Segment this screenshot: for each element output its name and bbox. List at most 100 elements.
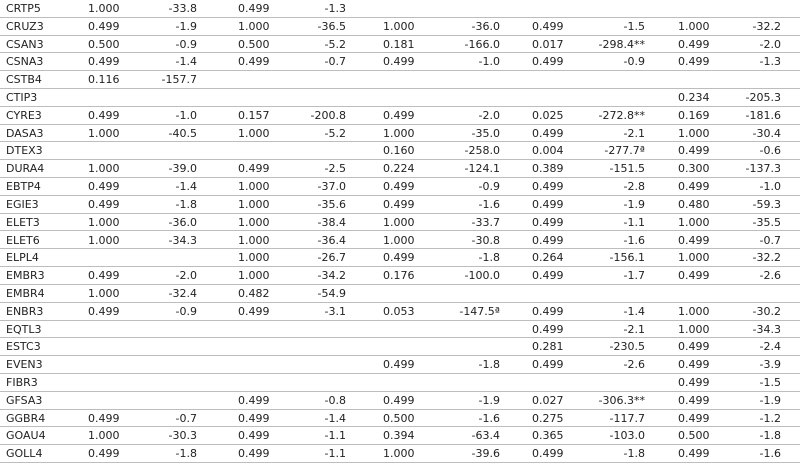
value-cell: 1.000 (678, 322, 710, 336)
value-cell: -258.0 (464, 144, 500, 158)
table-row: CSAN3 0.500 -0.9 0.500 -5.2 0.181 -166.0 0.017 -… (0, 36, 800, 54)
table-row: ESTC3 0.281 -230.5 0.499 -2.4 (0, 338, 800, 357)
value-cell: 0.480 (678, 197, 710, 211)
table-row: EVEN3 0.499 -1.8 0.499 -2.6 0.499 -3.9 (0, 356, 800, 374)
value-cell: -3.9 (759, 358, 781, 372)
value-cell: -1.0 (175, 108, 197, 122)
value-cell: -30.3 (168, 429, 197, 443)
value-cell: 1.000 (88, 233, 120, 247)
value-cell: -0.7 (759, 233, 781, 247)
ticker-cell: DTEX3 (6, 144, 43, 158)
value-cell: -1.8 (175, 197, 197, 211)
value-cell: 0.500 (678, 429, 710, 443)
value-cell: 0.300 (678, 162, 710, 176)
table-row: DASA3 1.000 -40.5 1.000 -5.2 1.000 -35.0 0.499 -… (0, 125, 800, 143)
value-cell: 0.499 (678, 37, 710, 51)
value-cell: -1.7 (623, 269, 645, 283)
value-cell: 1.000 (678, 126, 710, 140)
value-cell: 1.000 (238, 180, 270, 194)
value-cell: 0.499 (532, 447, 564, 461)
value-cell: 0.499 (532, 197, 564, 211)
ticker-cell: DURA4 (6, 162, 45, 176)
value-cell: -36.5 (317, 19, 346, 33)
value-cell: -1.1 (324, 447, 346, 461)
value-cell: 1.000 (238, 19, 270, 33)
value-cell: -2.6 (623, 358, 645, 372)
value-cell: -1.9 (478, 393, 500, 407)
value-cell: 0.499 (383, 393, 415, 407)
value-cell: 0.025 (532, 108, 564, 122)
ticker-cell: EMBR3 (6, 269, 45, 283)
value-cell: -36.0 (471, 19, 500, 33)
value-cell: 1.000 (238, 233, 270, 247)
value-cell: -1.9 (175, 19, 197, 33)
table-row: DTEX3 0.160 -258.0 0.004 -277.7ª 0.499 -0.6 (0, 142, 800, 161)
value-cell: -0.7 (324, 55, 346, 69)
value-cell: -1.3 (759, 55, 781, 69)
value-cell: -59.3 (752, 197, 781, 211)
value-cell: 0.499 (88, 269, 120, 283)
table-row: DURA4 1.000 -39.0 0.499 -2.5 0.224 -124.1 0.389… (0, 160, 800, 179)
value-cell: 0.181 (383, 37, 415, 51)
table-row: CSNA3 0.499 -1.4 0.499 -0.7 0.499 -1.0 0.499 -0.… (0, 53, 800, 72)
value-cell: -0.9 (478, 180, 500, 194)
table-row: ELET6 1.000 -34.3 1.000 -36.4 1.000 -30.8 0.499… (0, 232, 800, 250)
value-cell: -3.1 (324, 304, 346, 318)
ticker-cell: ESTC3 (6, 340, 41, 354)
value-cell: 0.499 (532, 269, 564, 283)
value-cell: -1.0 (478, 55, 500, 69)
value-cell: 1.000 (88, 2, 120, 15)
value-cell: 1.000 (383, 215, 415, 229)
value-cell: -1.3 (324, 2, 346, 15)
value-cell: 0.499 (532, 19, 564, 33)
value-cell: -1.2 (759, 411, 781, 425)
value-cell: -0.7 (175, 411, 197, 425)
value-cell: -1.5 (759, 375, 781, 389)
value-cell: 0.499 (88, 180, 120, 194)
value-cell: 1.000 (383, 233, 415, 247)
value-cell: -39.0 (168, 162, 197, 176)
value-cell: 0.499 (532, 55, 564, 69)
ticker-cell: EGIE3 (6, 197, 39, 211)
table-row: CTIP3 0.234 -205.3 (0, 89, 800, 107)
table-row: GGBR4 0.499 -0.7 0.499 -1.4 0.500 -1.6 0.275 -11… (0, 410, 800, 428)
value-cell: 0.499 (238, 411, 270, 425)
value-cell: 0.499 (678, 393, 710, 407)
value-cell: 0.499 (678, 180, 710, 194)
ticker-cell: GFSA3 (6, 393, 43, 407)
value-cell: -2.8 (623, 180, 645, 194)
table-row: CRTP5 1.000 -33.8 0.499 -1.3 (0, 0, 800, 18)
value-cell: -5.2 (324, 37, 346, 51)
value-cell: 0.499 (88, 19, 120, 33)
table-row: GOLL4 0.499 -1.8 0.499 -1.1 1.000 -39.6 0.499 -1… (0, 445, 800, 463)
value-cell: 0.499 (383, 197, 415, 211)
value-cell: 0.157 (238, 108, 270, 122)
value-cell: -2.6 (759, 269, 781, 283)
table-row: ENBR3 0.499 -0.9 0.499 -3.1 0.053 -147.5ª 0.499… (0, 303, 800, 321)
value-cell: -5.2 (324, 126, 346, 140)
value-cell: 1.000 (88, 126, 120, 140)
value-cell: -36.0 (168, 215, 197, 229)
value-cell: -2.0 (759, 37, 781, 51)
value-cell: 0.389 (532, 162, 564, 176)
value-cell: -35.5 (752, 215, 781, 229)
value-cell: 0.053 (383, 304, 415, 318)
value-cell: 0.499 (88, 55, 120, 69)
value-cell: 1.000 (678, 19, 710, 33)
value-cell: 0.482 (238, 286, 270, 300)
value-cell: -230.5 (609, 340, 645, 354)
value-cell: -0.9 (175, 304, 197, 318)
value-cell: -2.5 (324, 162, 346, 176)
value-cell: 1.000 (88, 162, 120, 176)
value-cell: -35.6 (317, 197, 346, 211)
value-cell: 0.027 (532, 393, 564, 407)
value-cell: -1.4 (175, 55, 197, 69)
value-cell: -1.6 (623, 233, 645, 247)
ticker-cell: ENBR3 (6, 304, 44, 318)
value-cell: 0.499 (678, 340, 710, 354)
value-cell: 1.000 (238, 126, 270, 140)
value-cell: 0.499 (678, 375, 710, 389)
value-cell: -33.7 (471, 215, 500, 229)
value-cell: 0.499 (238, 447, 270, 461)
